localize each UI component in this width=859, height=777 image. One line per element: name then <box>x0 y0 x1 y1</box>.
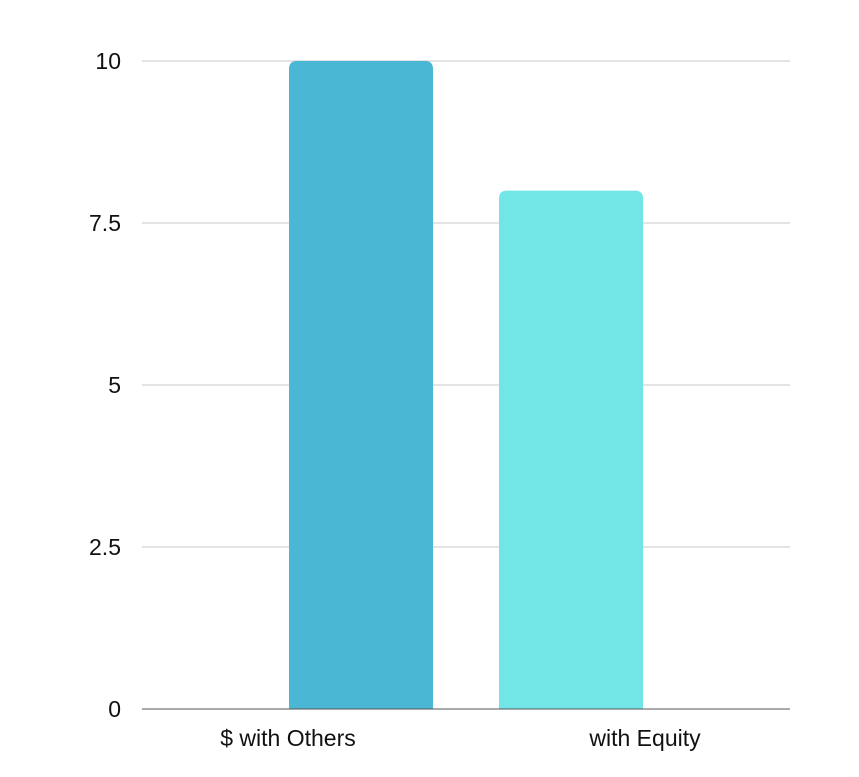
bar-1 <box>289 61 433 709</box>
x-category-label: $ with Others <box>220 725 356 751</box>
x-category-label: with Equity <box>588 725 701 751</box>
x-axis-category-labels: $ with Others with Equity <box>220 725 701 751</box>
y-tick-label: 7.5 <box>89 210 121 236</box>
bar-2 <box>499 190 643 710</box>
y-tick-label: 2.5 <box>89 534 121 560</box>
y-axis-tick-labels: 0 2.5 5 7.5 10 <box>89 48 121 722</box>
gridlines <box>142 60 790 548</box>
y-tick-label: 10 <box>95 48 121 74</box>
y-tick-label: 5 <box>108 372 121 398</box>
bars <box>289 61 643 710</box>
y-tick-label: 0 <box>108 696 121 722</box>
